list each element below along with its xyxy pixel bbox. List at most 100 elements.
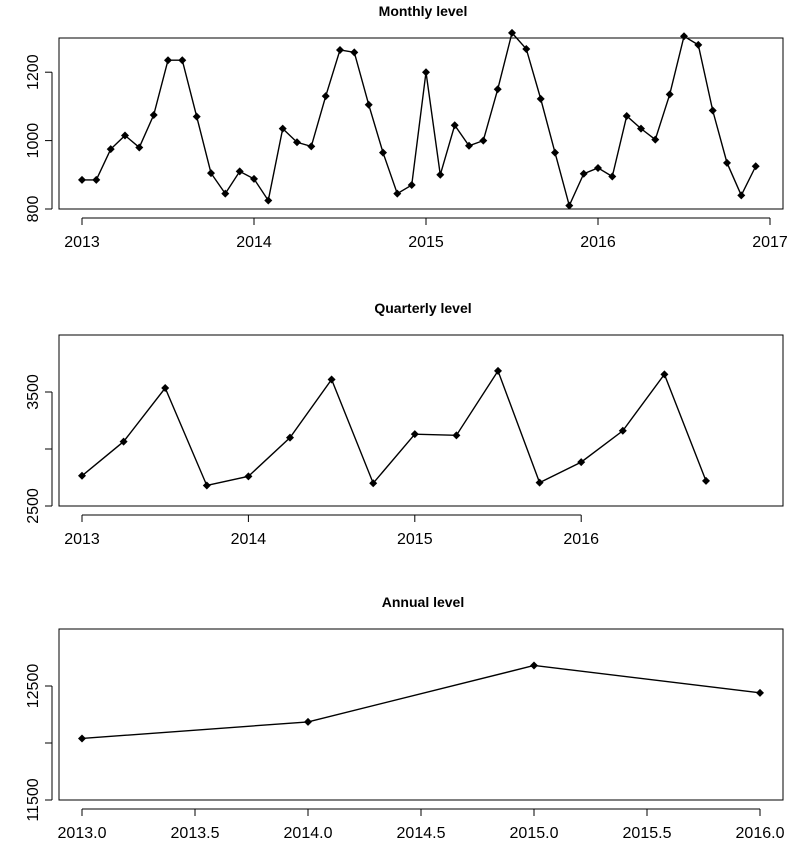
- y-tick-label: 800: [25, 196, 42, 223]
- y-tick-label: 12500: [25, 664, 42, 709]
- data-point: [304, 717, 312, 726]
- data-point: [665, 90, 674, 99]
- data-point: [135, 143, 144, 152]
- y-tick-label: 1200: [25, 54, 42, 90]
- data-point: [737, 191, 746, 200]
- data-point: [494, 366, 502, 375]
- data-point: [680, 32, 688, 41]
- y-tick-label: 11500: [25, 778, 42, 821]
- data-point: [161, 384, 170, 393]
- chart-title: Annual level: [382, 594, 464, 610]
- data-point: [221, 189, 230, 198]
- data-point: [422, 68, 430, 77]
- data-point: [164, 56, 172, 65]
- x-axis: 2013 2014 2015 2016 2017: [64, 217, 788, 251]
- data-point: [751, 162, 760, 171]
- x-tick-label: 2014: [231, 531, 267, 548]
- data-point: [493, 85, 502, 94]
- data-point: [321, 92, 330, 101]
- x-tick-label: 2016: [580, 234, 616, 251]
- data-point: [535, 478, 544, 487]
- x-axis: 2013 2014 2015 2016: [64, 514, 599, 548]
- data-point: [244, 472, 253, 481]
- y-axis: 11500 12500: [25, 664, 53, 822]
- data-point: [286, 433, 294, 442]
- data-point: [278, 124, 287, 133]
- data-point: [149, 110, 158, 119]
- data-point: [579, 169, 588, 178]
- data-point: [618, 426, 627, 435]
- data-point: [379, 148, 387, 157]
- data-point: [336, 45, 344, 54]
- plot-frame: [58, 628, 784, 801]
- data-point: [393, 189, 402, 198]
- quarterly-panel: Quarterly level 2013 2014 2015 2016 2500 350…: [25, 300, 784, 548]
- data-point: [364, 100, 373, 109]
- series-monthly: [78, 28, 760, 210]
- chart-title: Quarterly level: [374, 300, 471, 316]
- monthly-panel: Monthly level 2013 2014 2015 2016 2017 800 10…: [25, 3, 788, 251]
- data-point: [450, 121, 459, 130]
- data-point: [407, 181, 416, 190]
- data-point: [594, 163, 602, 172]
- x-axis: 2013.0 2013.5 2014.0 2014.5 2015.0 2015.5 2016…: [58, 808, 785, 842]
- x-tick-label: 2014: [236, 234, 272, 251]
- x-tick-label: 2015.5: [623, 825, 672, 842]
- data-point: [465, 141, 473, 150]
- data-point: [78, 734, 86, 743]
- data-point: [660, 370, 669, 379]
- y-tick-label: 2500: [25, 488, 42, 524]
- x-tick-label: 2017: [752, 234, 788, 251]
- plot-frame: [58, 37, 784, 210]
- series-line: [81, 369, 707, 487]
- data-point: [350, 48, 359, 57]
- data-point: [78, 471, 86, 480]
- data-point: [530, 661, 538, 670]
- series-quarterly: [78, 366, 710, 490]
- data-point: [92, 175, 101, 184]
- chart-title: Monthly level: [379, 3, 468, 19]
- data-point: [307, 142, 316, 151]
- data-point: [121, 131, 129, 140]
- data-point: [522, 44, 531, 53]
- y-axis: 2500 3500: [25, 374, 53, 524]
- data-point: [637, 124, 645, 133]
- data-point: [651, 135, 660, 144]
- x-tick-label: 2013: [64, 234, 100, 251]
- data-point: [756, 688, 764, 697]
- series-line: [82, 31, 757, 208]
- x-tick-label: 2015: [397, 531, 433, 548]
- data-point: [192, 112, 201, 121]
- data-point: [369, 479, 378, 488]
- data-point: [536, 94, 545, 103]
- data-point: [551, 148, 559, 157]
- x-tick-label: 2013.5: [171, 825, 220, 842]
- x-tick-label: 2015: [408, 234, 444, 251]
- data-point: [723, 158, 731, 167]
- y-tick-label: 3500: [25, 374, 42, 410]
- x-tick-label: 2016: [563, 531, 599, 548]
- data-point: [436, 170, 445, 179]
- data-point: [708, 106, 717, 115]
- data-point: [508, 28, 516, 37]
- x-tick-label: 2016.0: [736, 825, 785, 842]
- data-point: [622, 111, 631, 120]
- x-tick-label: 2014.0: [284, 825, 333, 842]
- data-point: [293, 138, 301, 147]
- x-tick-label: 2013.0: [58, 825, 107, 842]
- data-point: [78, 175, 86, 184]
- data-point: [410, 430, 419, 439]
- data-point: [106, 145, 115, 154]
- y-axis: 800 1000 1200: [25, 54, 53, 223]
- data-point: [178, 56, 187, 65]
- y-tick-label: 1000: [25, 123, 42, 159]
- data-point: [608, 172, 617, 181]
- x-tick-label: 2013: [64, 531, 100, 548]
- data-point: [207, 169, 215, 178]
- data-point: [235, 167, 244, 176]
- data-point: [250, 174, 258, 183]
- data-point: [119, 437, 128, 446]
- data-point: [565, 201, 574, 210]
